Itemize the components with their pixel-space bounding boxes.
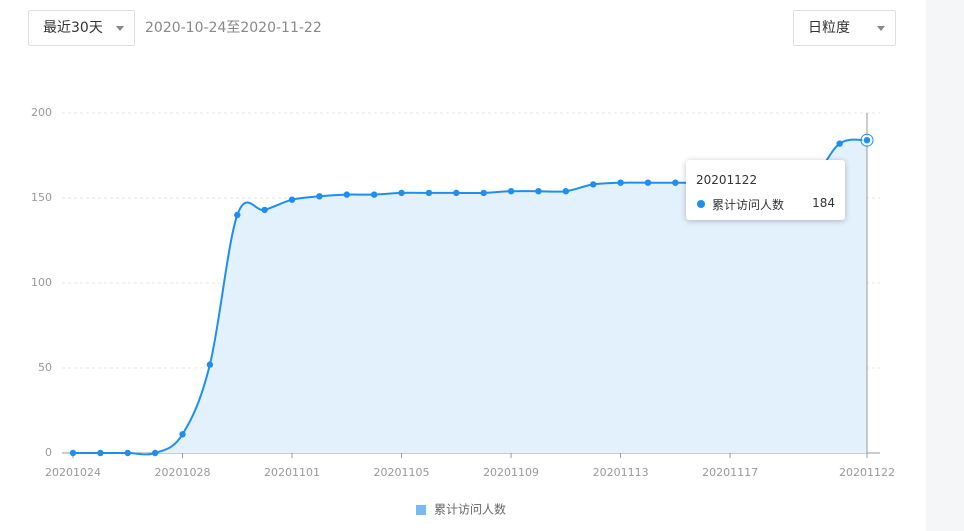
granularity-dropdown[interactable]: 日粒度 xyxy=(793,10,896,46)
point xyxy=(453,189,460,197)
range-dropdown[interactable]: 最近30天 xyxy=(28,10,135,46)
x-tick-label: 20201028 xyxy=(155,466,211,479)
point xyxy=(179,431,186,438)
point xyxy=(288,196,296,203)
y-tick-label: 0 xyxy=(45,446,52,459)
point xyxy=(97,449,104,457)
x-tick-label: 20201113 xyxy=(593,466,649,479)
point xyxy=(480,189,487,197)
tooltip-date: 20201122 xyxy=(696,173,758,187)
x-tick-label: 20201024 xyxy=(45,466,101,479)
point xyxy=(672,179,679,186)
point xyxy=(316,193,323,200)
point xyxy=(535,188,542,195)
x-tick-label: 20201122 xyxy=(839,466,895,479)
side-panel xyxy=(926,0,964,531)
point xyxy=(562,188,570,195)
point xyxy=(69,449,77,457)
date-range: 2020-10-24至2020-11-22 xyxy=(145,20,322,36)
point xyxy=(398,189,405,197)
legend-swatch xyxy=(416,505,426,515)
legend-label: 累计访问人数 xyxy=(434,502,506,517)
range-label: 最近30天 xyxy=(43,20,103,36)
point xyxy=(124,449,131,457)
granularity-label: 日粒度 xyxy=(808,20,850,36)
chart: 0 50 100 150 200 20201024 20201028 20201101 2020… xyxy=(31,106,895,517)
point xyxy=(617,179,624,186)
y-tick-label: 50 xyxy=(38,361,52,374)
x-tick-label: 20201109 xyxy=(483,466,539,479)
x-tick-label: 20201101 xyxy=(264,466,320,479)
point xyxy=(507,188,515,195)
area xyxy=(73,139,867,455)
point xyxy=(206,361,214,368)
tooltip-series: 累计访问人数 xyxy=(712,198,785,212)
point xyxy=(836,140,843,147)
point xyxy=(234,211,241,219)
point-halo xyxy=(860,133,874,147)
point xyxy=(261,206,268,214)
y-tick-label: 100 xyxy=(31,276,52,289)
y-tick-label: 150 xyxy=(31,191,52,204)
x-tick-label: 20201105 xyxy=(374,466,430,479)
point xyxy=(862,135,872,145)
point xyxy=(151,449,159,457)
tooltip: 20201122 累计访问人数 184 xyxy=(686,160,845,220)
tooltip-value: 184 xyxy=(812,196,835,210)
point xyxy=(644,179,652,186)
y-tick-label: 200 xyxy=(31,106,52,119)
point xyxy=(370,191,378,198)
point xyxy=(425,189,433,197)
point xyxy=(343,191,350,198)
caret xyxy=(116,26,124,31)
x-tick-label: 20201117 xyxy=(702,466,758,479)
tooltip-dot xyxy=(697,200,705,208)
point xyxy=(590,181,597,188)
caret xyxy=(877,26,885,31)
